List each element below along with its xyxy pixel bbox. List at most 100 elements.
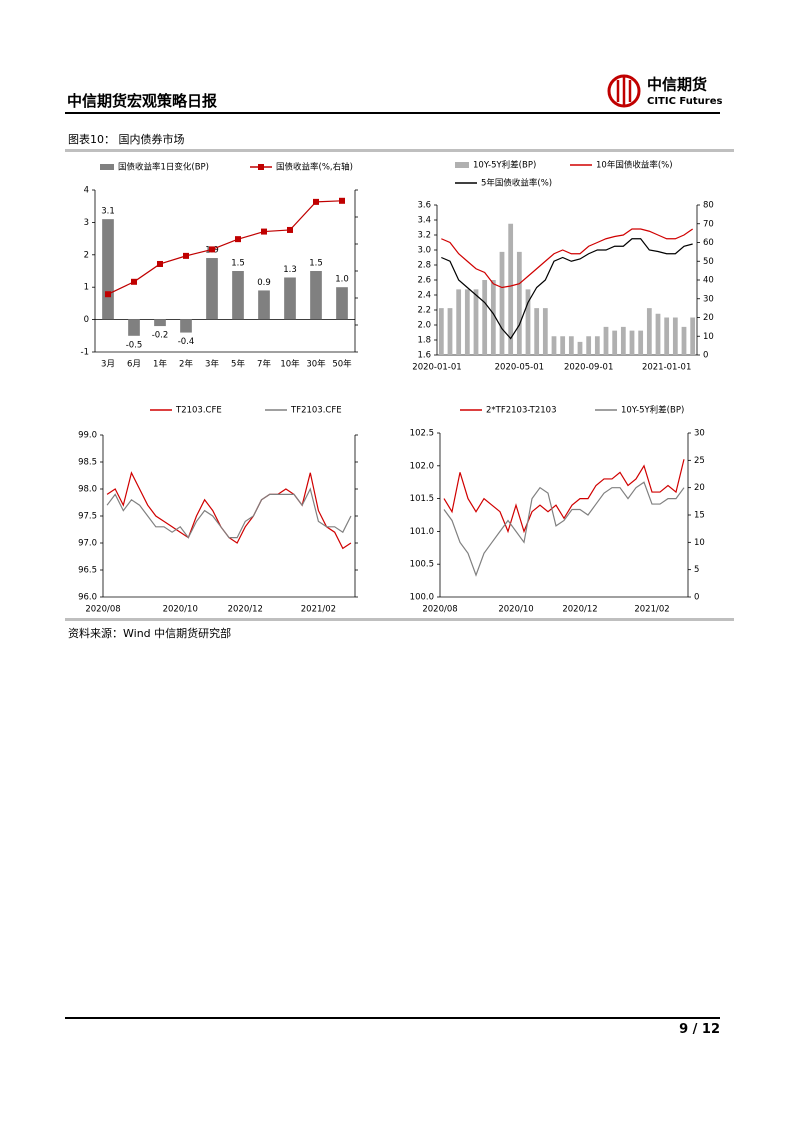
data-label: 1.0 (335, 275, 349, 285)
bar (603, 326, 609, 355)
y-tick-label: 101.5 (410, 494, 434, 504)
y-tick-label: 1.6 (417, 351, 431, 361)
y-tick-label: -1 (81, 348, 89, 358)
y-tick-label: 3 (84, 218, 89, 228)
data-label: -0.4 (178, 337, 195, 347)
data-label: 1.5 (309, 259, 323, 269)
legend-swatch (455, 162, 469, 168)
bar (638, 330, 644, 355)
y-tick-label: 2.4 (417, 291, 431, 301)
point (209, 246, 215, 253)
y2-tick-label: 20 (703, 313, 714, 323)
y2-tick-label: 10 (694, 538, 705, 548)
y-tick-label: 2.0 (417, 321, 431, 331)
legend-label: T2103.CFE (175, 406, 222, 416)
x-tick-label: 2020/12 (562, 605, 597, 615)
page-number: 9 / 12 (679, 1022, 720, 1037)
line (443, 481, 685, 577)
bar (534, 308, 540, 355)
y2-tick-label: 30 (703, 294, 714, 304)
x-tick-label: 2020/08 (85, 605, 120, 615)
legend-label: 国债收益率1日变化(BP) (118, 162, 209, 173)
x-tick-label: 10年 (280, 359, 300, 370)
bar (568, 336, 574, 355)
chart: -1012341.01.52.02.53.03.54.03月6月1年2年3年5年… (81, 162, 358, 370)
y2-tick-label: 25 (694, 456, 705, 466)
source: 资料来源：Wind 中信期货研究部 (68, 627, 232, 640)
line (441, 228, 694, 289)
bar (594, 336, 600, 355)
point (313, 198, 319, 205)
legend-marker (258, 164, 264, 170)
x-tick-label: 2020-09-01 (564, 363, 613, 373)
bar (482, 280, 488, 355)
legend-label: 10Y-5Y利差(BP) (621, 405, 684, 416)
y2-tick-label: 80 (703, 201, 714, 211)
y2-tick-label: 10 (703, 332, 714, 342)
bar (672, 317, 678, 355)
x-tick-label: 2020-01-01 (412, 363, 461, 373)
y-tick-label: 3.6 (417, 201, 431, 211)
legend-label: 5年国债收益率(%) (481, 178, 552, 189)
legend-label: 10Y-5Y利差(BP) (473, 160, 536, 171)
bar (180, 319, 192, 333)
bar (542, 308, 548, 355)
x-tick-label: 2021/02 (634, 605, 669, 615)
bar (336, 287, 348, 320)
y-tick-label: 96.5 (78, 566, 97, 576)
x-tick-label: 2020/08 (422, 605, 457, 615)
y-tick-label: 101.0 (410, 527, 434, 537)
bar (310, 271, 322, 320)
y2-tick-label: 70 (703, 219, 714, 229)
x-tick-label: 3年 (205, 359, 219, 370)
y-tick-label: 2.6 (417, 276, 431, 286)
legend-label: 2*TF2103-T2103 (486, 406, 556, 416)
header-rule (65, 112, 720, 114)
bar (664, 317, 670, 355)
bar (438, 308, 444, 355)
x-tick-label: 2年 (179, 359, 193, 370)
line (443, 459, 685, 534)
y2-tick-label: 0 (703, 351, 708, 361)
logo: 中信期货 CITIC Futures (607, 74, 722, 108)
data-label: 0.9 (257, 278, 271, 288)
bar (154, 319, 166, 327)
bar (456, 289, 462, 355)
x-tick-label: 5年 (231, 359, 245, 370)
x-tick-label: 2020-05-01 (495, 363, 544, 373)
point (131, 278, 137, 285)
bar (560, 336, 566, 355)
bar (128, 319, 140, 336)
y-tick-label: 99.0 (78, 431, 97, 441)
data-label: 3.1 (101, 207, 115, 217)
legend-label: TF2103.CFE (290, 406, 342, 416)
y-tick-label: 97.0 (78, 539, 97, 549)
legend-label: 国债收益率(%,右轴) (276, 162, 353, 173)
x-tick-label: 2020/12 (228, 605, 263, 615)
figure-rule-bottom (65, 618, 734, 621)
y-tick-label: 97.5 (78, 512, 97, 522)
y-tick-label: 98.5 (78, 458, 97, 468)
x-tick-label: 2020/10 (498, 605, 533, 615)
bar (102, 219, 114, 320)
y-tick-label: 100.0 (410, 593, 434, 603)
bar (681, 326, 687, 355)
y2-tick-label: 40 (703, 276, 714, 286)
x-tick-label: 3月 (101, 360, 115, 370)
logo-en: CITIC Futures (647, 96, 722, 107)
bar (447, 308, 453, 355)
chart: 96.096.597.097.598.098.599.098.098.599.0… (78, 406, 358, 615)
point (183, 252, 189, 259)
line (107, 200, 343, 295)
bar (499, 251, 505, 355)
bar (620, 326, 626, 355)
x-tick-label: 6月 (127, 360, 141, 370)
x-tick-label: 50年 (332, 359, 352, 370)
bar (629, 330, 635, 355)
report-title: 中信期货宏观策略日报 (67, 92, 218, 110)
bar (586, 336, 592, 355)
y-tick-label: 2 (84, 250, 89, 260)
figure-rule (65, 149, 734, 152)
data-label: 1.3 (283, 265, 297, 275)
data-label: 1.5 (231, 259, 245, 269)
